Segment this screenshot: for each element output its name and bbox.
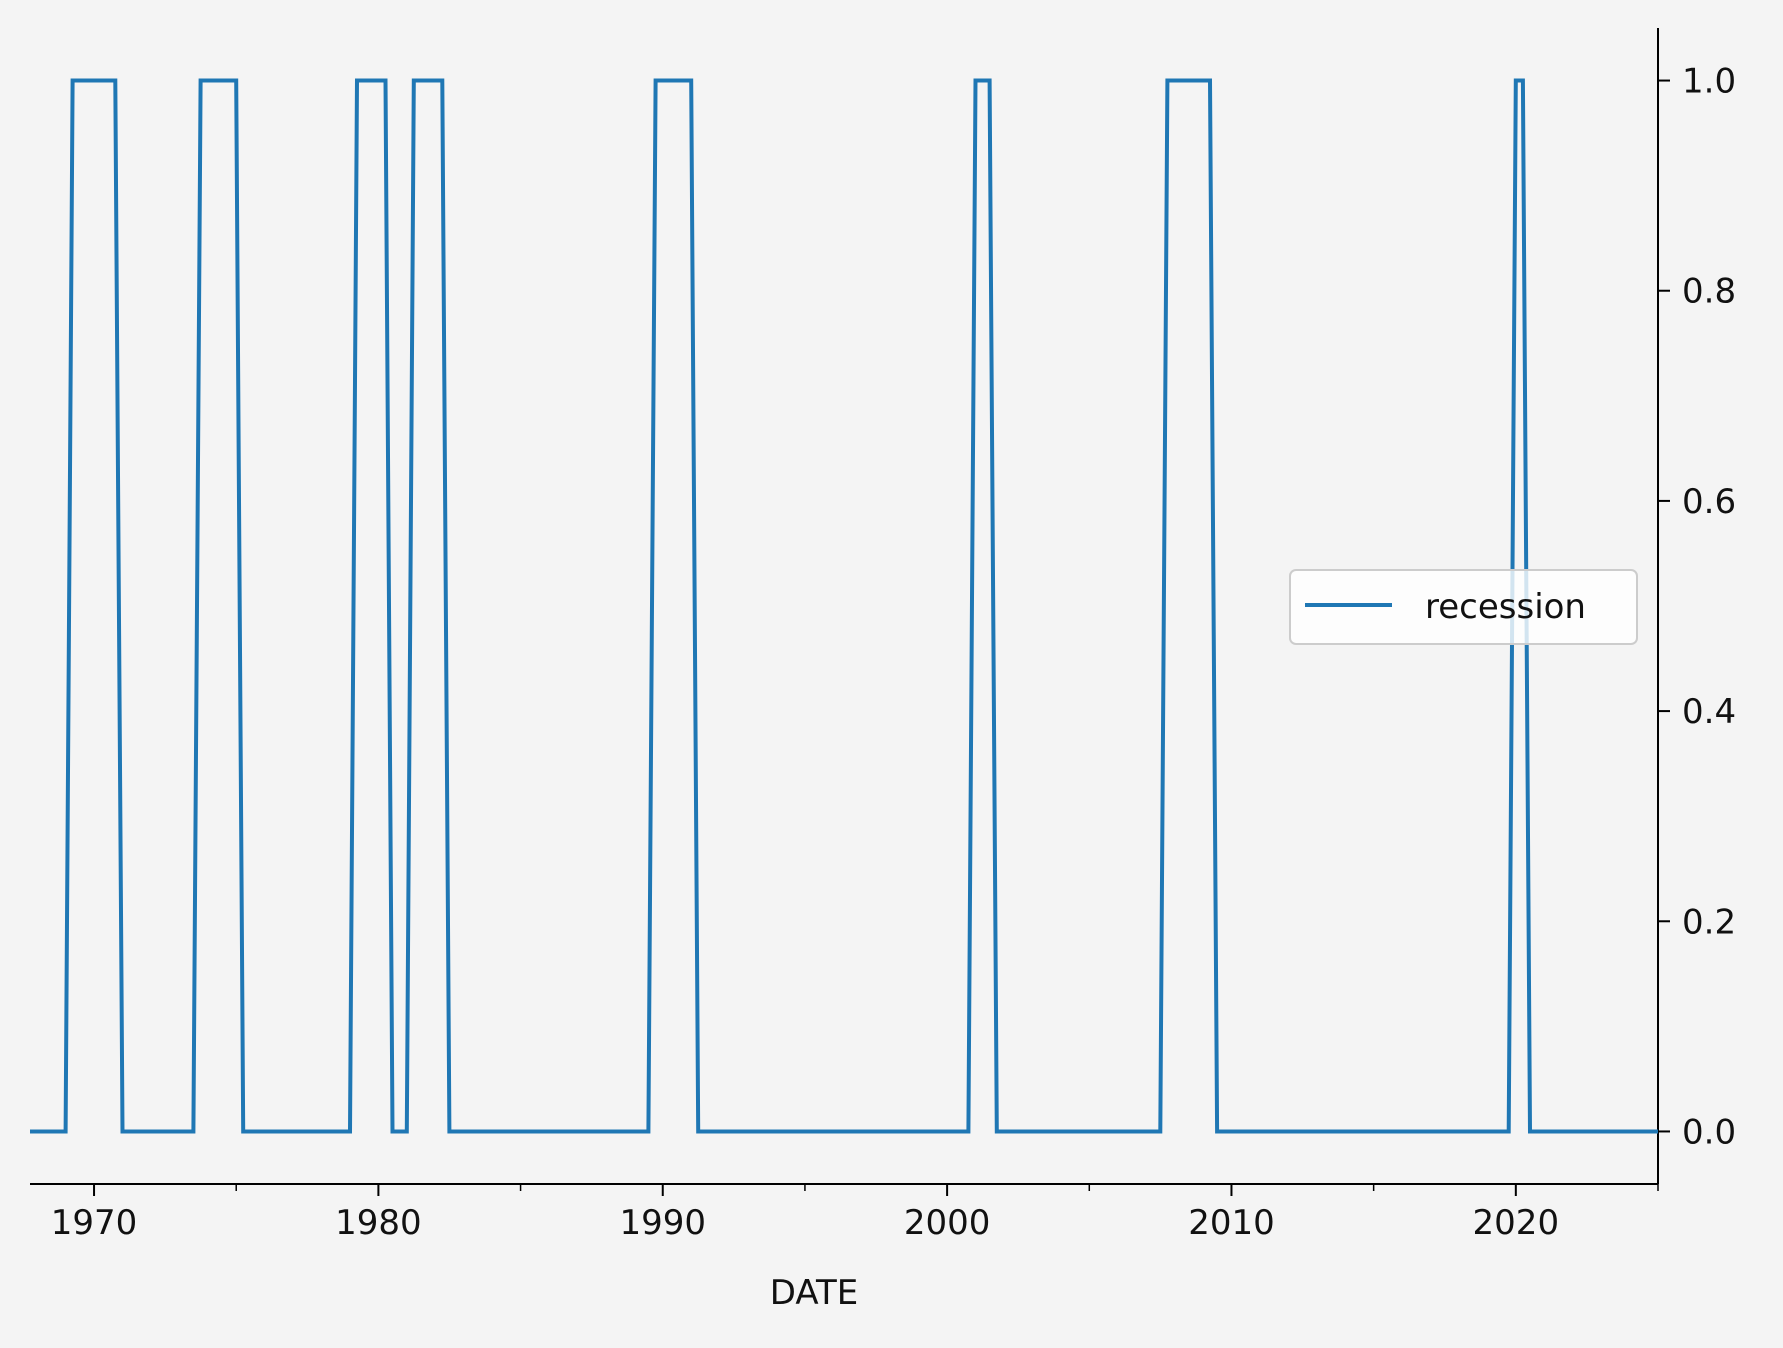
y-tick-label: 0.4 <box>1682 692 1736 732</box>
legend-label: recession <box>1425 587 1586 627</box>
x-tick-label: 1970 <box>51 1203 138 1243</box>
x-tick-label: 1990 <box>619 1203 706 1243</box>
series <box>30 78 1658 1134</box>
x-tick-label: 1980 <box>335 1203 422 1243</box>
legend: recession <box>1289 569 1638 645</box>
y-tick-label: 1.0 <box>1682 62 1736 102</box>
x-axis-label: DATE <box>770 1273 858 1313</box>
x-ticks: 1970 1980 1990 2000 2010 2020 <box>51 1184 1659 1243</box>
y-ticks: 0.0 0.2 0.4 0.6 0.8 1.0 <box>1658 62 1736 1152</box>
x-tick-label: 2020 <box>1473 1203 1560 1243</box>
y-tick-label: 0.2 <box>1682 902 1736 942</box>
axes <box>30 28 1659 1185</box>
y-tick-label: 0.0 <box>1682 1112 1736 1152</box>
x-tick-label: 2010 <box>1188 1203 1275 1243</box>
series-line-recession <box>30 78 1658 1134</box>
x-tick-label: 2000 <box>904 1203 991 1243</box>
y-tick-label: 0.6 <box>1682 482 1736 522</box>
y-tick-label: 0.8 <box>1682 272 1736 312</box>
legend-box <box>1289 569 1638 645</box>
